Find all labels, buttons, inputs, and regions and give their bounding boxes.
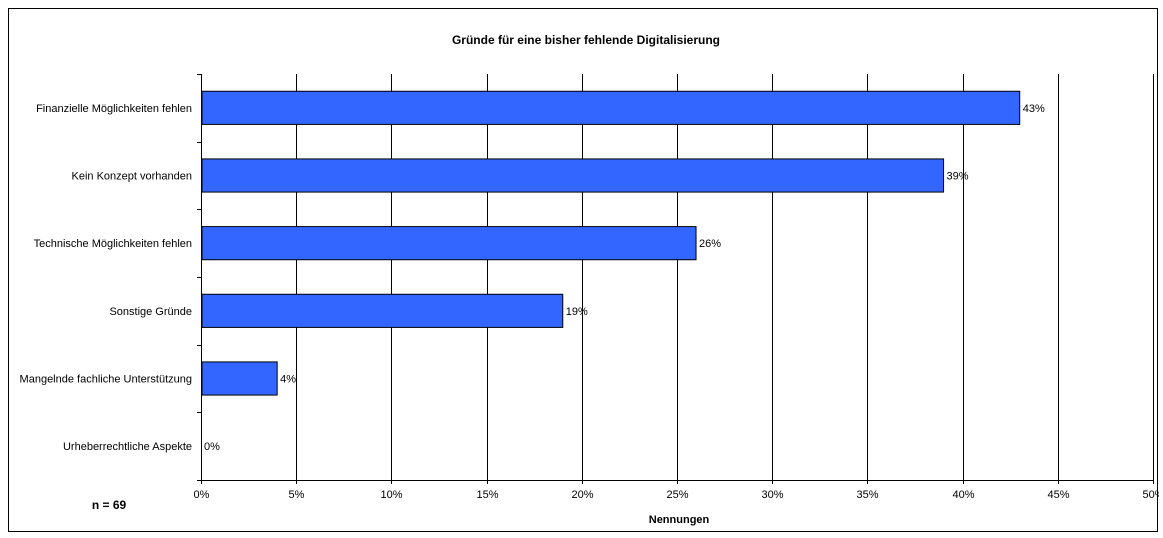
value-label: 4% (280, 374, 296, 386)
x-tick-label: 15% (476, 489, 498, 501)
x-tick-label: 50% (1142, 489, 1159, 501)
bar (201, 226, 697, 261)
x-tick-label: 0% (194, 489, 210, 501)
x-tick-label: 20% (571, 489, 593, 501)
x-tick-label: 25% (666, 489, 688, 501)
value-label: 19% (566, 306, 588, 318)
value-label: 26% (699, 238, 721, 250)
bar (201, 158, 945, 193)
x-tick-label: 30% (761, 489, 783, 501)
category-label: Finanzielle Möglichkeiten fehlen (36, 103, 192, 115)
bar (201, 293, 564, 328)
category-label: Sonstige Gründe (109, 306, 192, 318)
x-tick-label: 45% (1047, 489, 1069, 501)
chart-title: Gründe für eine bisher fehlende Digitali… (452, 33, 720, 47)
labels: 0% 5% 10% 15% 20% 25% 30% 35% 40% 45% 50% Finanziel… (20, 103, 1163, 501)
category-label: Kein Konzept vorhanden (72, 171, 192, 183)
bars (201, 90, 1021, 396)
value-label: 39% (947, 171, 969, 183)
x-tick-label: 40% (952, 489, 974, 501)
grid-lines (296, 74, 1154, 480)
x-axis-label: Nennungen (649, 514, 710, 526)
chart-frame: Gründe für eine bisher fehlende Digitali… (8, 8, 1163, 532)
bar-chart: Gründe für eine bisher fehlende Digitali… (20, 33, 1163, 526)
x-tick-label: 5% (289, 489, 305, 501)
bar (201, 90, 1021, 125)
value-label: 0% (204, 441, 220, 453)
category-label: Technische Möglichkeiten fehlen (34, 238, 192, 250)
axes (197, 74, 1154, 484)
bar (201, 361, 278, 396)
x-tick-label: 35% (856, 489, 878, 501)
x-tick-label: 10% (380, 489, 402, 501)
category-label: Mangelnde fachliche Unterstützung (20, 374, 192, 386)
category-label: Urheberrechtliche Aspekte (63, 441, 192, 453)
value-label: 43% (1023, 103, 1045, 115)
sample-size-annotation: n = 69 (92, 498, 127, 512)
